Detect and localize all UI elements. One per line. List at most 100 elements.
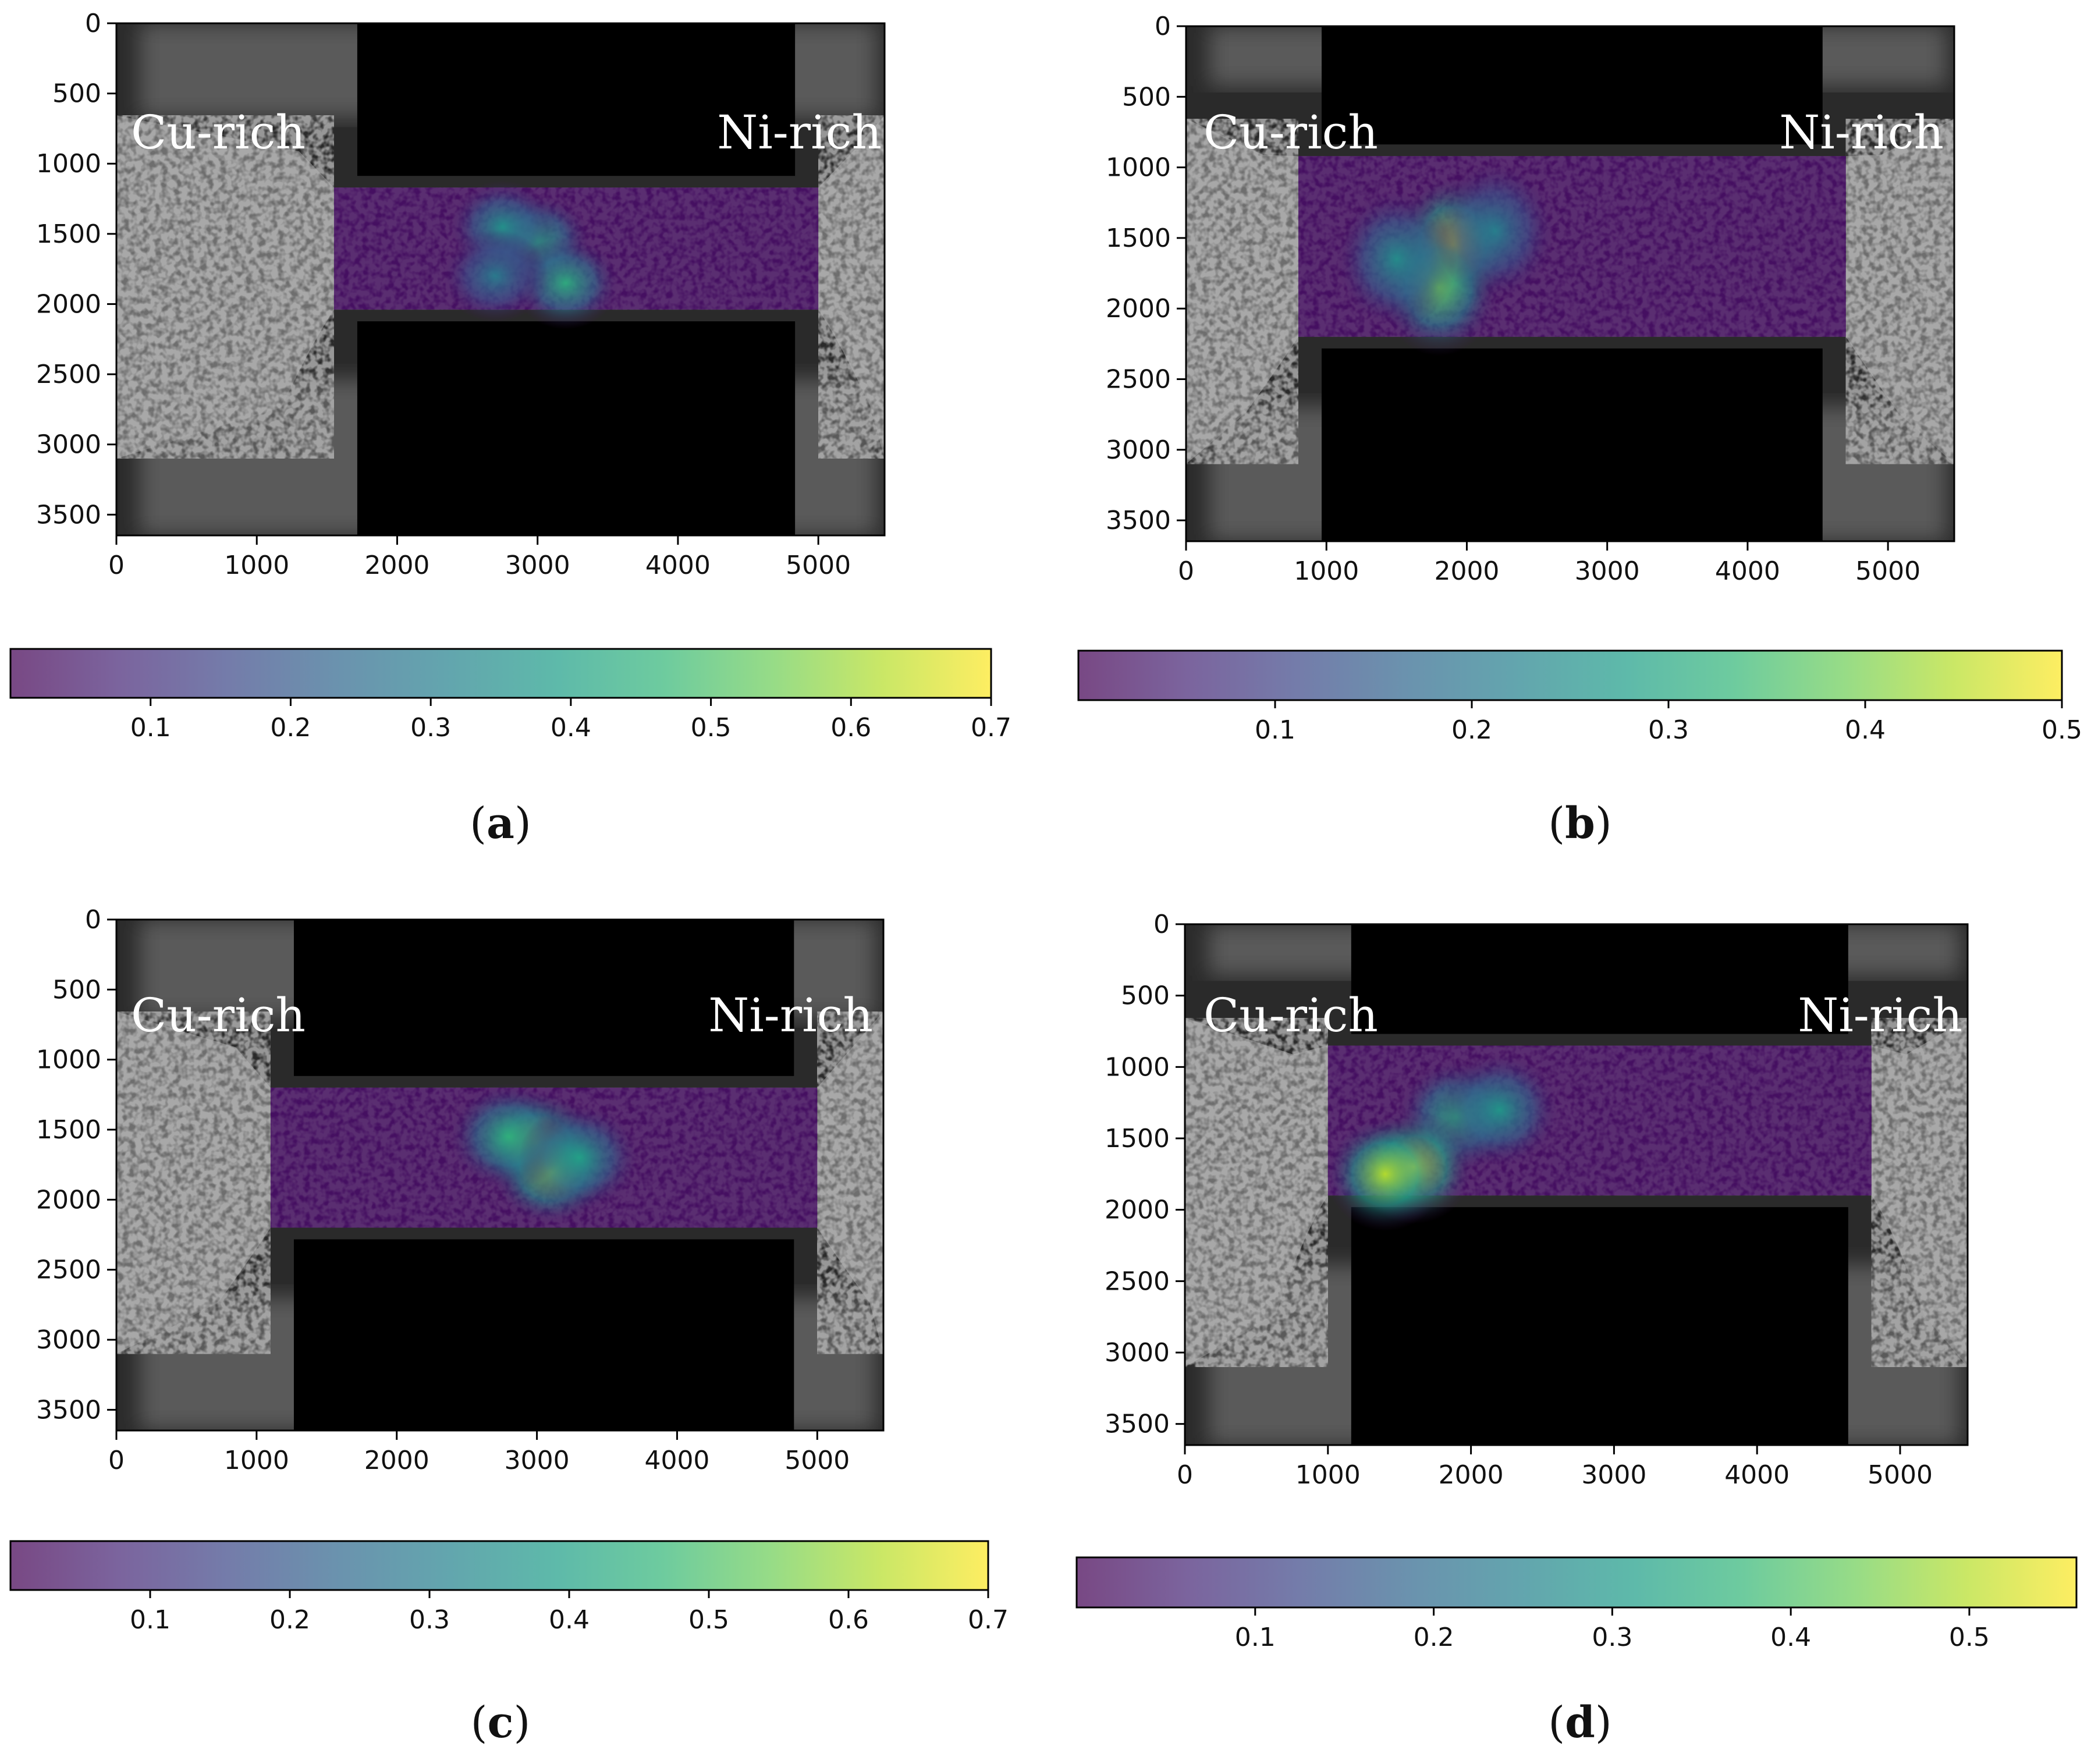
y-tick-label: 3000: [36, 1325, 101, 1355]
colorbar-tick-label: 0.7: [968, 1605, 1009, 1635]
axes-frame: [1184, 923, 1969, 1446]
x-tick-label: 3000: [505, 551, 570, 580]
y-tick-label: 1500: [1105, 1124, 1170, 1153]
speckle-pattern: [817, 1011, 883, 1354]
strain-hotspot: [519, 1104, 640, 1211]
colorbar-tick-label: 0.5: [2042, 715, 2082, 745]
colorbar-tick-label: 0.4: [1845, 715, 1886, 745]
colorbar-tick-label: 0.4: [549, 1605, 590, 1635]
speckle-pattern: [1185, 1018, 1328, 1367]
caption-letter: c: [487, 1698, 513, 1748]
colorbar-tick-label: 0.6: [828, 1605, 869, 1635]
caption: (a): [470, 798, 531, 849]
y-tick-label: 2000: [1106, 294, 1171, 324]
upper-grip: [357, 23, 796, 176]
y-tick-label: 1000: [36, 1045, 101, 1075]
cu-rich-label: Cu-rich: [1204, 988, 1378, 1042]
x-tick-label: 5000: [1855, 556, 1920, 586]
y-tick-label: 1500: [1106, 223, 1171, 253]
colorbar: 0.1 0.2 0.3 0.4 0.5 0.6 0.7: [9, 648, 1011, 743]
y-tick-label: 2000: [36, 289, 101, 319]
lower-grip: [1321, 348, 1823, 541]
y-tick-label: 3500: [36, 500, 101, 530]
axes: 0 1000 2000 3000 4000 5000 0 500 1000 1500 2000 250…: [36, 9, 886, 580]
x-tick-label: 4000: [644, 1446, 709, 1475]
y-tick-label: 2500: [1105, 1266, 1170, 1296]
y-tick-label: 3500: [1106, 506, 1171, 535]
caption-letter: a: [487, 798, 514, 849]
image-area: [1186, 26, 1954, 541]
x-tick-label: 3000: [1575, 556, 1640, 586]
x-tick-label: 3000: [505, 1446, 570, 1475]
strain-hotspot: [1440, 1053, 1560, 1167]
colorbar-tick-label: 0.3: [410, 713, 451, 743]
y-tick-label: 0: [85, 9, 101, 38]
speckle-pattern: [1186, 119, 1298, 464]
x-tick-label: 5000: [784, 1446, 850, 1475]
x-tick-label: 1000: [224, 1446, 289, 1475]
colorbar: 0.1 0.2 0.3 0.4 0.5 0.6 0.7: [9, 1540, 1009, 1635]
image-area: [116, 23, 885, 535]
strain-hotspot: [1325, 1117, 1445, 1231]
x-tick-label: 2000: [364, 1446, 429, 1475]
x-tick-label: 0: [1178, 556, 1194, 586]
y-tick-label: 1500: [36, 1115, 101, 1145]
y-tick-label: 0: [1155, 12, 1171, 41]
y-tick-label: 2500: [36, 360, 101, 389]
colorbar-tick-label: 0.1: [1235, 1623, 1276, 1652]
y-tick-label: 1000: [36, 149, 101, 179]
panel-b: 0 1000 2000 3000 4000 5000 0 500 1000 1500 2000 250…: [1077, 12, 2082, 849]
upper-grip: [293, 920, 794, 1076]
axes: 0 1000 2000 3000 4000 5000 0 500 1000 1500 2000 250…: [36, 905, 885, 1475]
x-tick-label: 0: [1177, 1460, 1193, 1490]
speckle-pattern: [1845, 119, 1954, 464]
caption-letter: b: [1565, 798, 1595, 849]
y-tick-label: 0: [85, 905, 101, 935]
x-tick-label: 2000: [1434, 556, 1499, 586]
lower-grip: [293, 1239, 794, 1431]
x-tick-label: 3000: [1581, 1460, 1646, 1490]
speckle-pattern: [1871, 1018, 1968, 1367]
colorbar-tick-label: 0.1: [1255, 715, 1295, 745]
panel-c: 0 1000 2000 3000 4000 5000 0 500 1000 1500 2000 250…: [9, 905, 1009, 1748]
x-tick-label: 5000: [786, 551, 851, 580]
image-area: [116, 920, 883, 1431]
y-tick-label: 3500: [1105, 1410, 1170, 1439]
x-tick-label: 4000: [1724, 1460, 1790, 1490]
panel-a: 0 1000 2000 3000 4000 5000 0 500 1000 1500 2000 250…: [9, 9, 1011, 849]
x-tick-label: 1000: [1295, 1460, 1361, 1490]
ni-rich-label: Ni-rich: [708, 988, 873, 1042]
colorbar-tick-label: 0.3: [1648, 715, 1689, 745]
speckle-pattern: [818, 115, 885, 459]
colorbar: 0.1 0.2 0.3 0.4 0.5: [1077, 649, 2082, 745]
image-area: [1185, 924, 1968, 1445]
colorbar-gradient: [9, 648, 992, 699]
colorbar-tick-label: 0.5: [691, 713, 732, 743]
speckle-pattern: [116, 115, 334, 459]
caption: (c): [471, 1698, 531, 1748]
strain-hotspot: [442, 229, 549, 322]
colorbar-tick-label: 0.2: [270, 713, 311, 743]
y-tick-label: 2000: [1105, 1195, 1170, 1225]
ni-rich-label: Ni-rich: [717, 105, 882, 159]
y-tick-label: 500: [52, 79, 101, 109]
caption-letter: d: [1565, 1698, 1595, 1748]
y-tick-label: 1000: [1106, 153, 1171, 183]
strain-hotspot: [1435, 162, 1556, 300]
y-tick-label: 3000: [36, 430, 101, 460]
x-tick-label: 0: [108, 551, 125, 580]
colorbar: 0.1 0.2 0.3 0.4 0.5: [1075, 1556, 2078, 1652]
upper-grip: [1351, 924, 1848, 1034]
caption: (b): [1548, 798, 1612, 849]
ni-rich-label: Ni-rich: [1779, 105, 1944, 159]
colorbar-gradient: [1075, 1556, 2078, 1609]
axes: 0 1000 2000 3000 4000 5000 0 500 1000 1500 2000 250…: [1105, 910, 1969, 1490]
colorbar-tick-label: 0.4: [1770, 1623, 1811, 1652]
speckle-pattern: [116, 1011, 271, 1354]
colorbar-tick-label: 0.5: [688, 1605, 729, 1635]
colorbar-gradient: [9, 1540, 989, 1591]
cu-rich-label: Cu-rich: [1204, 105, 1378, 159]
axes-frame: [115, 22, 886, 537]
y-tick-label: 3500: [36, 1395, 101, 1425]
